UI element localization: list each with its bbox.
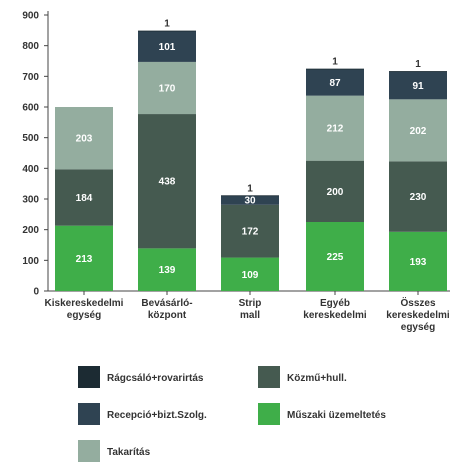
y-tick-label: 900 <box>22 11 39 22</box>
category-label: mall <box>240 310 260 321</box>
bar-segment <box>221 257 279 291</box>
data-label: 1 <box>332 57 338 68</box>
y-tick-label: 200 <box>22 225 39 236</box>
y-tick-label: 600 <box>22 103 39 114</box>
y-tick-label: 500 <box>22 133 39 144</box>
bar-segment <box>389 71 447 100</box>
y-tick-label: 300 <box>22 195 39 206</box>
category-label: kereskedelmi <box>386 310 450 321</box>
legend-swatch <box>78 366 100 388</box>
legend: Rágcsáló+rovarirtás Közmű+hull. Recepció+b… <box>78 366 386 462</box>
data-label: 230 <box>410 192 427 203</box>
legend-swatch <box>258 366 280 388</box>
bar-segment <box>138 248 196 291</box>
bar-segment <box>138 30 196 32</box>
y-tick-label: 700 <box>22 72 39 83</box>
data-label: 212 <box>327 124 344 135</box>
data-label: 1 <box>415 59 421 70</box>
category-label: egység <box>67 310 101 321</box>
category-label: Strip <box>239 298 262 309</box>
bar-segment <box>389 99 447 162</box>
data-label: 1 <box>247 183 253 194</box>
bar-segment <box>221 195 279 197</box>
bar-segment <box>221 204 279 258</box>
bar-segment <box>138 61 196 115</box>
data-label: 213 <box>76 254 93 265</box>
bar-segment <box>138 30 196 62</box>
bar-segment <box>221 195 279 205</box>
category-labels: KiskereskedelmiegységBevásárló-központSt… <box>45 296 450 333</box>
y-axis: 0 100 200 300 400 500 600 700 800 900 <box>22 11 450 298</box>
legend-label: Recepció+bizt.Szolg. <box>107 410 207 421</box>
bar-segment <box>389 71 447 72</box>
legend-label: Takarítás <box>107 447 151 458</box>
data-label: 202 <box>410 126 427 137</box>
data-label: 172 <box>242 227 259 238</box>
data-label: 1 <box>164 19 170 30</box>
bar-segment <box>389 161 447 232</box>
data-label: 225 <box>327 252 344 263</box>
bar-segment <box>55 107 113 170</box>
y-tick-label: 0 <box>33 287 39 298</box>
data-label: 91 <box>412 81 424 92</box>
y-tick-label: 400 <box>22 164 39 175</box>
data-label: 109 <box>242 270 259 281</box>
legend-label: Közmű+hull. <box>287 373 347 384</box>
data-label: 200 <box>327 187 344 198</box>
legend-swatch <box>78 440 100 462</box>
data-label: 438 <box>159 177 176 188</box>
y-tick-label: 100 <box>22 256 39 267</box>
bar-area: 213 184 203 139 438 170 101 1 109 172 30 1 225 200 212… <box>55 19 447 291</box>
category-label: Összes <box>400 296 435 309</box>
data-label: 101 <box>159 42 176 53</box>
data-label: 193 <box>410 257 427 268</box>
data-label: 184 <box>76 193 93 204</box>
legend-swatch <box>78 403 100 425</box>
category-label: Bevásárló- <box>141 298 192 309</box>
bar-segment <box>306 95 364 161</box>
bar-segment <box>55 225 113 291</box>
category-label: Egyéb <box>320 298 350 309</box>
data-label: 87 <box>329 78 341 89</box>
bar-segment <box>306 160 364 222</box>
legend-label: Műszaki üzemeltetés <box>287 410 386 421</box>
legend-label: Rágcsáló+rovarirtás <box>107 373 204 384</box>
y-tick-label: 800 <box>22 41 39 52</box>
bar-segment <box>306 68 364 96</box>
data-label: 30 <box>244 196 256 207</box>
bar-segment <box>389 231 447 291</box>
bar-segment <box>138 114 196 249</box>
category-label: központ <box>148 310 187 321</box>
legend-swatch <box>258 403 280 425</box>
data-label: 203 <box>76 134 93 145</box>
category-label: Kiskereskedelmi <box>45 298 124 309</box>
data-label: 170 <box>159 83 176 94</box>
category-label: kereskedelmi <box>303 310 367 321</box>
bar-segment <box>306 222 364 291</box>
bar-segment <box>55 169 113 226</box>
bar-segment <box>306 68 364 70</box>
category-label: egység <box>401 322 435 333</box>
data-label: 139 <box>159 265 176 276</box>
